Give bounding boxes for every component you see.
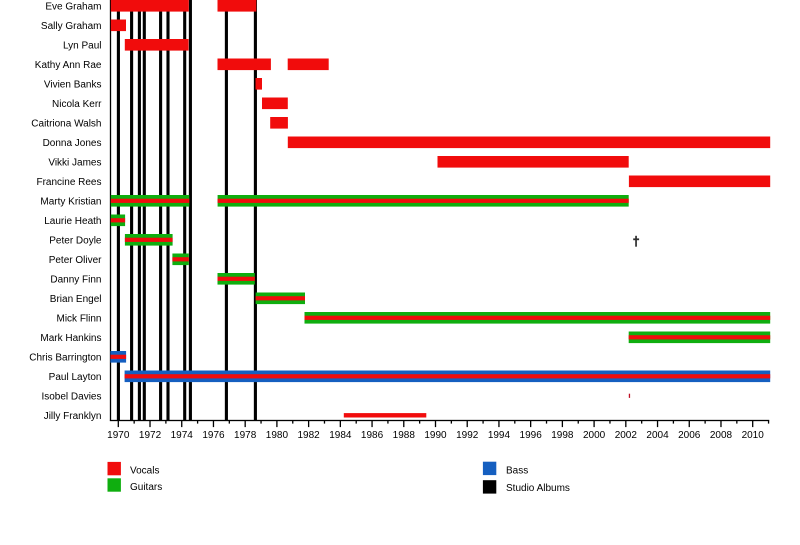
svg-text:1978: 1978: [234, 430, 257, 441]
svg-text:1992: 1992: [456, 430, 479, 441]
svg-text:Mick Flinn: Mick Flinn: [56, 313, 101, 324]
svg-text:Jilly Franklyn: Jilly Franklyn: [44, 411, 102, 422]
svg-text:Francine Rees: Francine Rees: [36, 177, 101, 188]
svg-text:2000: 2000: [583, 430, 606, 441]
svg-text:Chris Barrington: Chris Barrington: [29, 352, 101, 363]
svg-text:2002: 2002: [615, 430, 638, 441]
svg-text:1982: 1982: [297, 430, 320, 441]
svg-text:Caitriona Walsh: Caitriona Walsh: [31, 118, 101, 129]
svg-text:Peter Doyle: Peter Doyle: [49, 235, 102, 246]
svg-text:1974: 1974: [171, 430, 194, 441]
svg-text:Bass: Bass: [506, 466, 528, 477]
svg-text:1990: 1990: [424, 430, 447, 441]
svg-text:Vikki James: Vikki James: [48, 157, 101, 168]
svg-text:Vocals: Vocals: [130, 466, 159, 477]
svg-text:Mark Hankins: Mark Hankins: [40, 333, 101, 344]
svg-text:Nicola Kerr: Nicola Kerr: [52, 99, 102, 110]
svg-text:2008: 2008: [710, 430, 733, 441]
svg-text:Vivien Banks: Vivien Banks: [44, 79, 102, 90]
svg-text:1970: 1970: [107, 430, 130, 441]
svg-text:Brian Engel: Brian Engel: [50, 294, 102, 305]
svg-text:1986: 1986: [361, 430, 384, 441]
svg-text:1994: 1994: [488, 430, 511, 441]
svg-text:Isobel Davies: Isobel Davies: [41, 391, 101, 402]
svg-text:1980: 1980: [266, 430, 289, 441]
svg-text:Donna Jones: Donna Jones: [43, 138, 102, 149]
svg-text:1976: 1976: [202, 430, 225, 441]
svg-text:2010: 2010: [742, 430, 765, 441]
svg-text:1972: 1972: [139, 430, 162, 441]
svg-text:Danny Finn: Danny Finn: [50, 274, 101, 285]
svg-text:Kathy Ann Rae: Kathy Ann Rae: [35, 60, 102, 71]
svg-text:Paul Layton: Paul Layton: [49, 372, 102, 383]
svg-text:Peter Oliver: Peter Oliver: [49, 255, 102, 266]
svg-text:1988: 1988: [393, 430, 416, 441]
svg-text:Marty Kristian: Marty Kristian: [40, 196, 101, 207]
svg-text:1984: 1984: [329, 430, 352, 441]
svg-text:Sally Graham: Sally Graham: [41, 21, 102, 32]
svg-text:Eve Graham: Eve Graham: [45, 1, 101, 12]
svg-text:2006: 2006: [678, 430, 701, 441]
svg-text:1996: 1996: [520, 430, 543, 441]
svg-text:1998: 1998: [551, 430, 574, 441]
svg-text:Guitars: Guitars: [130, 482, 162, 493]
svg-text:2004: 2004: [646, 430, 669, 441]
svg-text:Laurie Heath: Laurie Heath: [44, 216, 101, 227]
svg-text:Lyn Paul: Lyn Paul: [63, 40, 102, 51]
svg-text:Studio Albums: Studio Albums: [506, 483, 570, 494]
